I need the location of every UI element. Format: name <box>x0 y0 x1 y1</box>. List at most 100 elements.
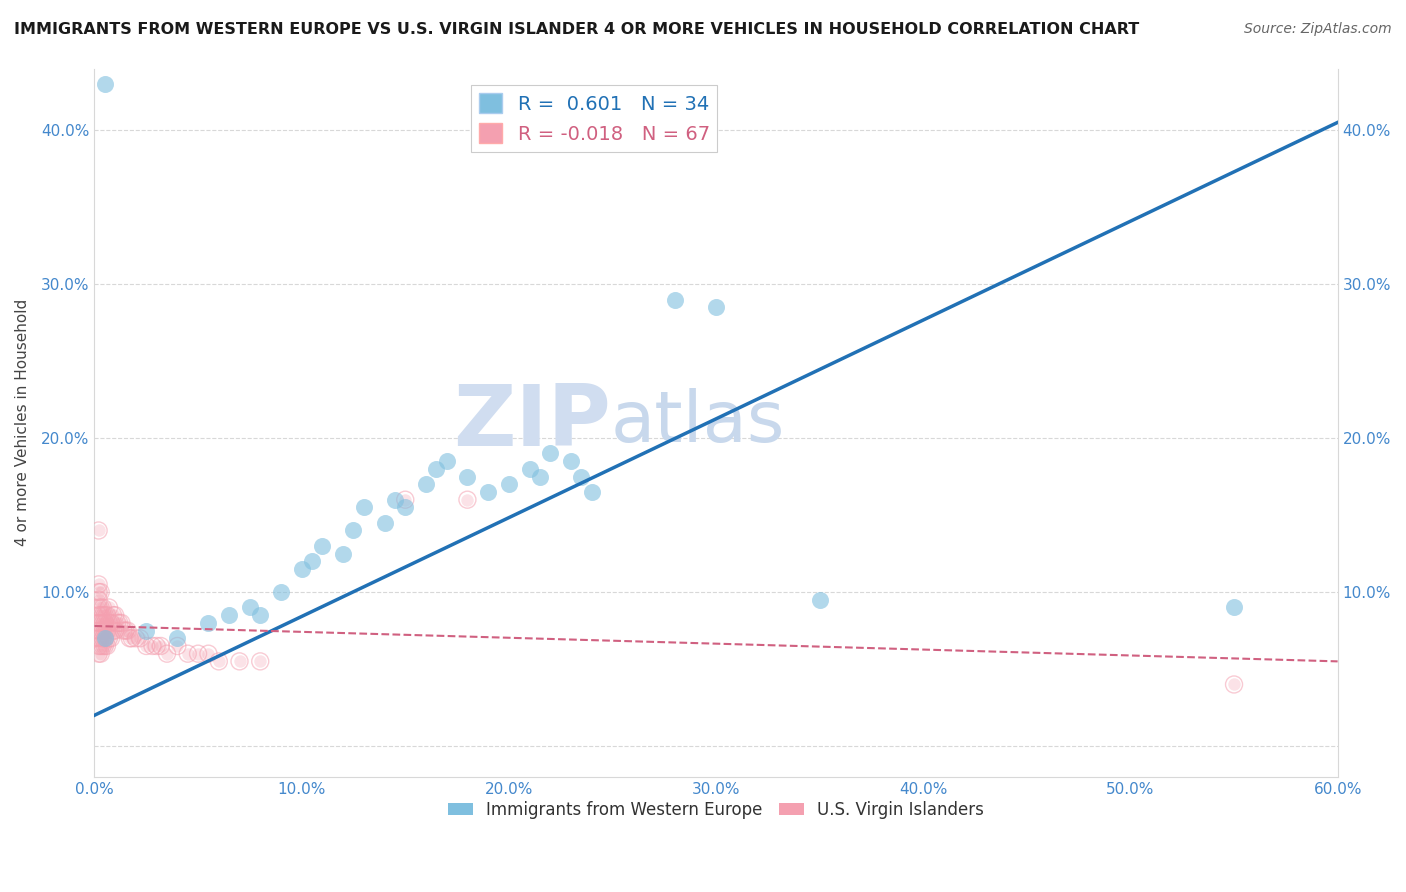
Point <box>90 608 112 623</box>
Point <box>529 469 551 483</box>
Text: atlas: atlas <box>610 388 785 458</box>
Point <box>141 639 163 653</box>
Point <box>110 615 132 630</box>
Point <box>477 485 499 500</box>
Point <box>90 647 112 661</box>
Point <box>94 615 117 630</box>
Point <box>1223 600 1246 615</box>
Point <box>91 615 114 630</box>
Point <box>91 639 114 653</box>
Point <box>249 654 271 668</box>
Point <box>581 485 603 500</box>
Point <box>394 492 416 507</box>
Point <box>90 608 112 623</box>
Point <box>145 639 167 653</box>
Point <box>100 615 122 630</box>
Point <box>704 300 727 314</box>
Point <box>121 632 143 646</box>
Point <box>125 632 148 646</box>
Point <box>112 624 135 638</box>
Point <box>166 632 188 646</box>
Point <box>91 624 114 638</box>
Point <box>166 639 188 653</box>
Point <box>100 632 122 646</box>
Point <box>104 608 127 623</box>
Point <box>519 462 541 476</box>
Point <box>1223 677 1246 691</box>
Point <box>87 624 110 638</box>
Point <box>110 615 132 630</box>
Point <box>90 615 112 630</box>
Point <box>105 615 128 630</box>
Point <box>291 562 314 576</box>
Point <box>101 624 124 638</box>
Point <box>118 632 141 646</box>
Point <box>187 647 209 661</box>
Point <box>90 624 112 638</box>
Point <box>114 624 136 638</box>
Point <box>87 624 110 638</box>
Point <box>90 585 112 599</box>
Point <box>141 639 163 653</box>
Point <box>87 577 110 591</box>
Point <box>108 615 131 630</box>
Point <box>100 632 122 646</box>
Point <box>101 608 124 623</box>
Legend: Immigrants from Western Europe, U.S. Virgin Islanders: Immigrants from Western Europe, U.S. Vir… <box>441 794 991 825</box>
Point <box>94 632 117 646</box>
Point <box>91 624 114 638</box>
Point <box>87 592 110 607</box>
Point <box>104 608 127 623</box>
Text: ZIP: ZIP <box>453 381 610 464</box>
Point <box>90 585 112 599</box>
Point <box>218 608 240 623</box>
Point <box>114 624 136 638</box>
Point <box>187 647 209 661</box>
Point <box>249 654 271 668</box>
Point <box>384 492 406 507</box>
Point <box>394 500 416 515</box>
Point <box>87 585 110 599</box>
Point <box>249 608 271 623</box>
Point <box>98 632 121 646</box>
Point <box>394 492 416 507</box>
Point <box>91 600 114 615</box>
Point <box>456 492 478 507</box>
Point <box>90 639 112 653</box>
Point <box>125 632 148 646</box>
Point <box>498 477 520 491</box>
Point <box>87 585 110 599</box>
Point <box>145 639 167 653</box>
Point <box>94 639 117 653</box>
Point <box>94 77 117 91</box>
Point <box>96 608 118 623</box>
Point <box>94 624 117 638</box>
Point <box>149 639 172 653</box>
Point <box>94 632 117 646</box>
Point <box>87 592 110 607</box>
Point <box>91 632 114 646</box>
Point <box>301 554 323 568</box>
Point <box>87 639 110 653</box>
Point <box>100 615 122 630</box>
Text: IMMIGRANTS FROM WESTERN EUROPE VS U.S. VIRGIN ISLANDER 4 OR MORE VEHICLES IN HOU: IMMIGRANTS FROM WESTERN EUROPE VS U.S. V… <box>14 22 1139 37</box>
Point <box>98 600 121 615</box>
Point <box>166 639 188 653</box>
Point <box>1223 677 1246 691</box>
Point <box>156 647 179 661</box>
Point <box>436 454 458 468</box>
Point <box>177 647 200 661</box>
Point <box>135 624 157 638</box>
Point <box>342 524 364 538</box>
Point <box>118 632 141 646</box>
Point <box>808 592 831 607</box>
Point <box>456 492 478 507</box>
Point <box>91 615 114 630</box>
Point <box>90 647 112 661</box>
Point <box>96 624 118 638</box>
Point <box>87 524 110 538</box>
Point <box>91 608 114 623</box>
Point <box>96 639 118 653</box>
Point <box>374 516 396 530</box>
Point <box>197 615 219 630</box>
